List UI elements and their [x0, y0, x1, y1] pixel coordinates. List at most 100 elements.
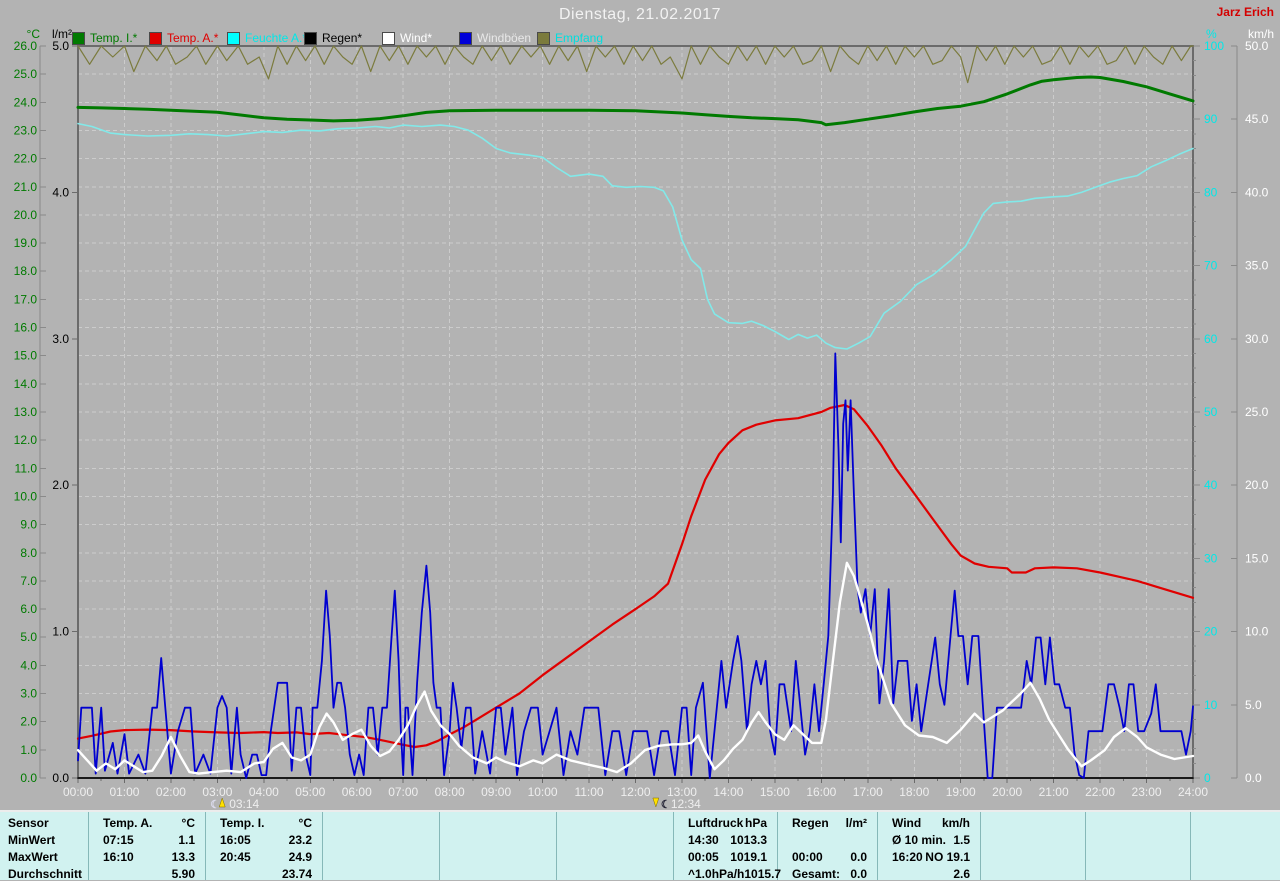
humidity-tick-label: 90	[1204, 112, 1218, 126]
cell-label: 00:05	[688, 849, 719, 864]
humidity-tick-label: 100	[1204, 39, 1224, 53]
table-row: 5.90	[89, 865, 205, 881]
table-row: 23.74	[206, 865, 322, 881]
moonset-arrow-icon	[652, 797, 660, 808]
panel-separator	[556, 812, 557, 880]
temp-tick-label: 15.0	[14, 349, 38, 363]
temp-tick-label: 22.0	[14, 152, 38, 166]
temp-tick-label: 6.0	[20, 602, 37, 616]
cell-label: 00:00	[792, 849, 823, 864]
moonset-icon: ☾	[661, 799, 671, 810]
cell-value: 24.9	[288, 849, 312, 864]
table-row: MinWert	[0, 831, 88, 848]
time-tick-label: 12:00	[620, 785, 650, 799]
cell-label: ^1.0hPa/h	[688, 866, 745, 881]
time-tick-label: 22:00	[1085, 785, 1115, 799]
stats-column-luftdruck: Luftdruck hPa 14:30 1013.3 00:05 1019.1 ^1.0hP…	[674, 812, 781, 881]
legend-item-5[interactable]: Wind*	[382, 31, 432, 45]
cell-value: 0.0	[850, 866, 867, 881]
legend-item-3[interactable]: Feuchte A.*	[227, 31, 307, 45]
page-title: Dienstag, 21.02.2017	[558, 6, 722, 23]
humidity-tick-label: 40	[1204, 478, 1218, 492]
weather-chart: 0.0 1.0 2.0 3.0 4.0 5.0 6.0 7.0 8.0 9.0 10.0 11.0 12…	[14, 27, 1274, 810]
cell-label: 16:05	[220, 832, 251, 847]
table-row: MaxWert	[0, 848, 88, 865]
time-tick-label: 04:00	[249, 785, 279, 799]
legend-label: Regen*	[322, 31, 363, 45]
time-tick-label: 01:00	[109, 785, 139, 799]
rain-tick-label: 2.0	[52, 478, 69, 492]
panel-separator	[777, 812, 778, 880]
table-row: 20:45 24.9	[206, 848, 322, 865]
panel-separator	[1190, 812, 1191, 880]
cell-label: 20:45	[220, 849, 251, 864]
cell-value: 13.3	[171, 849, 195, 864]
cell-value: 23.2	[288, 832, 312, 847]
legend-label: Feuchte A.*	[245, 31, 308, 45]
cell-label: Ø 10 min.	[892, 832, 947, 847]
legend-swatch-icon	[382, 31, 395, 45]
temp-tick-label: 5.0	[20, 630, 37, 644]
series-temp-a-	[76, 403, 1195, 749]
temp-tick-label: 24.0	[14, 95, 38, 109]
wind-tick-label: 20.0	[1245, 478, 1269, 492]
rain-tick-label: 1.0	[52, 625, 69, 639]
panel-separator	[88, 812, 89, 880]
moonrise-icon: ☾	[210, 799, 220, 810]
stats-column-regen: Regen l/m² 00:00 0.0 Gesamt: 0.0	[778, 812, 877, 881]
time-tick-label: 00:00	[63, 785, 93, 799]
table-row: 14:30 1013.3	[674, 831, 777, 848]
panel-separator	[673, 812, 674, 880]
humidity-tick-label: 20	[1204, 625, 1218, 639]
series-temp-i-	[76, 75, 1195, 127]
wind-tick-label: 45.0	[1245, 112, 1269, 126]
legend-label: Wind*	[400, 31, 433, 45]
cell-label: Wind	[892, 815, 922, 830]
rain-axis-unit: l/m²	[52, 27, 72, 41]
cell-label: 14:30	[688, 832, 719, 847]
stats-panel: Sensor MinWert MaxWert Durchschnitt Temp. A.…	[0, 810, 1280, 881]
temp-tick-label: 4.0	[20, 658, 37, 672]
stats-column-temp-a-: Temp. A. °C 07:15 1.1 16:10 13.3 5.90	[89, 812, 205, 881]
humidity-tick-label: 30	[1204, 551, 1218, 565]
temp-tick-label: 8.0	[20, 546, 37, 560]
temp-tick-label: 19.0	[14, 236, 38, 250]
cell-value: °C	[181, 815, 195, 830]
cell-value: 1.1	[178, 832, 195, 847]
cell-value: 23.74	[281, 866, 312, 881]
table-row: Sensor	[0, 814, 88, 831]
wind-tick-label: 5.0	[1245, 698, 1262, 712]
legend-swatch-icon	[227, 31, 240, 45]
table-row: 16:05 23.2	[206, 831, 322, 848]
wind-tick-label: 30.0	[1245, 332, 1269, 346]
cell-value: 0.0	[850, 849, 867, 864]
cell-value: km/h	[941, 815, 970, 830]
legend-item-2[interactable]: Temp. A.*	[149, 31, 218, 45]
legend-label: Temp. A.*	[167, 31, 219, 45]
series-empfang	[77, 45, 1194, 84]
legend-item-1[interactable]: Temp. I.*	[72, 31, 137, 45]
temp-tick-label: 13.0	[14, 405, 38, 419]
wind-axis-unit: km/h	[1248, 27, 1274, 41]
time-tick-label: 16:00	[806, 785, 836, 799]
table-row: Temp. I. °C	[206, 814, 322, 831]
cell-label: MinWert	[8, 832, 56, 847]
rain-tick-label: 0.0	[52, 771, 69, 785]
cell-value: 1015.7	[744, 866, 782, 881]
wind-tick-label: 10.0	[1245, 625, 1269, 639]
wind-tick-label: 50.0	[1245, 39, 1269, 53]
panel-separator	[1085, 812, 1086, 880]
series-windb-en	[77, 352, 1194, 779]
cell-value: 1019.1	[730, 849, 767, 864]
time-tick-label: 21:00	[1039, 785, 1069, 799]
cell-value: °C	[298, 815, 312, 830]
legend-swatch-icon	[537, 31, 550, 45]
legend-item-6[interactable]: Windböen	[459, 31, 531, 45]
cell-label: Durchschnitt	[8, 866, 83, 881]
temp-tick-label: 1.0	[20, 743, 37, 757]
time-tick-label: 20:00	[992, 785, 1022, 799]
legend-label: Empfang	[555, 31, 604, 45]
legend-item-4[interactable]: Regen*	[304, 31, 362, 45]
legend-item-7[interactable]: Empfang	[537, 31, 603, 45]
